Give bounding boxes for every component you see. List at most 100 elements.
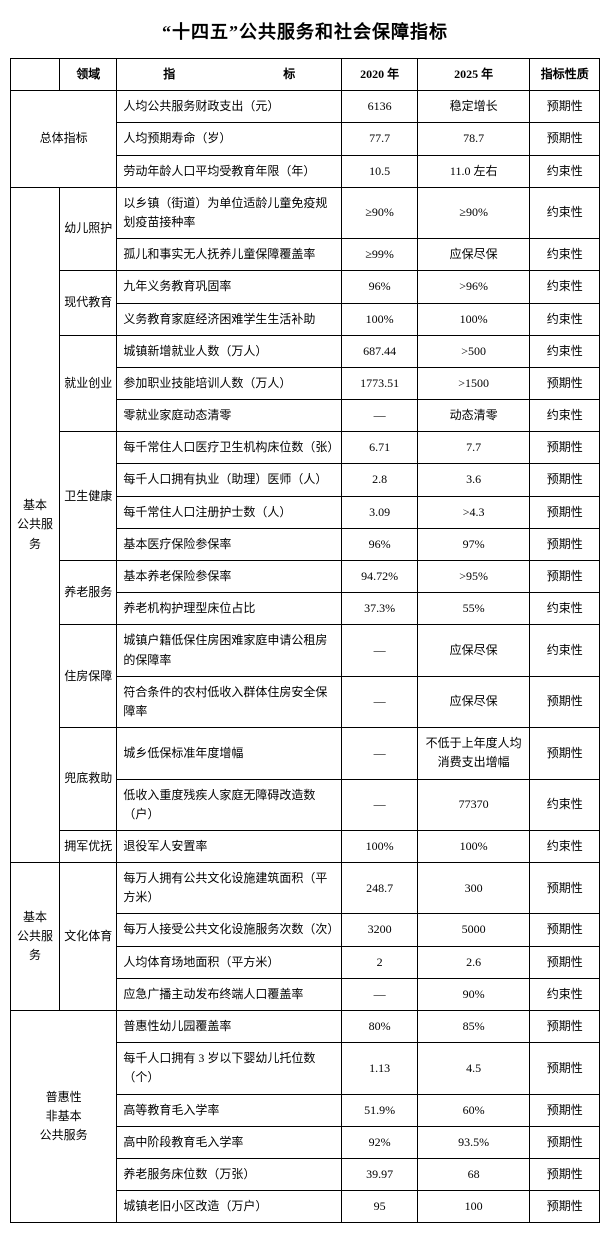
val-nature: 预期性 xyxy=(530,91,600,123)
val-2020: 2.8 xyxy=(342,464,418,496)
val-2025: >1500 xyxy=(417,367,529,399)
cat-basic-2: 基本 公共服务 xyxy=(11,863,60,1011)
val-2025: 应保尽保 xyxy=(417,676,529,727)
val-2020: 96% xyxy=(342,271,418,303)
val-2020: 3200 xyxy=(342,914,418,946)
val-nature: 预期性 xyxy=(530,123,600,155)
val-2025: 应保尽保 xyxy=(417,239,529,271)
indicator-label: 义务教育家庭经济困难学生生活补助 xyxy=(117,303,342,335)
val-2025: 85% xyxy=(417,1011,529,1043)
cat-basic: 基本 公共服务 xyxy=(11,187,60,862)
indicator-label: 每千常住人口注册护士数（人） xyxy=(117,496,342,528)
val-nature: 预期性 xyxy=(530,561,600,593)
indicator-label: 每万人拥有公共文化设施建筑面积（平方米） xyxy=(117,863,342,914)
table-row: 基本 公共服务 文化体育 每万人拥有公共文化设施建筑面积（平方米） 248.7 … xyxy=(11,863,600,914)
val-2025: 应保尽保 xyxy=(417,625,529,676)
val-nature: 预期性 xyxy=(530,863,600,914)
table-row: 兜底救助 城乡低保标准年度增幅 — 不低于上年度人均消费支出增幅 预期性 xyxy=(11,728,600,779)
indicator-label: 城镇老旧小区改造（万户） xyxy=(117,1191,342,1223)
val-2020: ≥90% xyxy=(342,187,418,238)
indicator-label: 零就业家庭动态清零 xyxy=(117,400,342,432)
table-row: 住房保障 城镇户籍低保住房困难家庭申请公租房的保障率 — 应保尽保 约束性 xyxy=(11,625,600,676)
val-2025: 60% xyxy=(417,1094,529,1126)
indicator-label: 城乡低保标准年度增幅 xyxy=(117,728,342,779)
indicator-label: 基本养老保险参保率 xyxy=(117,561,342,593)
val-2020: 2 xyxy=(342,946,418,978)
indicator-label: 参加职业技能培训人数（万人） xyxy=(117,367,342,399)
val-2020: 94.72% xyxy=(342,561,418,593)
indicator-label: 养老服务床位数（万张） xyxy=(117,1158,342,1190)
indicator-label: 孤儿和事实无人抚养儿童保障覆盖率 xyxy=(117,239,342,271)
val-nature: 预期性 xyxy=(530,1094,600,1126)
val-nature: 约束性 xyxy=(530,779,600,830)
indicator-label: 城镇新增就业人数（万人） xyxy=(117,335,342,367)
val-2020: 3.09 xyxy=(342,496,418,528)
val-2020: — xyxy=(342,728,418,779)
dom-culture: 文化体育 xyxy=(60,863,117,1011)
val-2025: 55% xyxy=(417,593,529,625)
val-nature: 预期性 xyxy=(530,946,600,978)
indicator-label: 劳动年龄人口平均受教育年限（年） xyxy=(117,155,342,187)
val-2025: 300 xyxy=(417,863,529,914)
val-nature: 约束性 xyxy=(530,303,600,335)
val-nature: 预期性 xyxy=(530,914,600,946)
indicator-label: 每千人口拥有 3 岁以下婴幼儿托位数（个） xyxy=(117,1043,342,1094)
indicator-label: 人均公共服务财政支出（元） xyxy=(117,91,342,123)
val-2020: 6136 xyxy=(342,91,418,123)
indicator-label: 普惠性幼儿园覆盖率 xyxy=(117,1011,342,1043)
val-2025: 77370 xyxy=(417,779,529,830)
val-2020: 80% xyxy=(342,1011,418,1043)
dom-edu: 现代教育 xyxy=(60,271,117,335)
val-2025: >500 xyxy=(417,335,529,367)
dom-poverty: 兜底救助 xyxy=(60,728,117,831)
val-nature: 预期性 xyxy=(530,528,600,560)
indicator-label: 九年义务教育巩固率 xyxy=(117,271,342,303)
val-2025: 2.6 xyxy=(417,946,529,978)
dom-childcare: 幼儿照护 xyxy=(60,187,117,271)
val-2025: 7.7 xyxy=(417,432,529,464)
val-nature: 约束性 xyxy=(530,625,600,676)
val-2020: 687.44 xyxy=(342,335,418,367)
indicator-label: 每千人口拥有执业（助理）医师（人） xyxy=(117,464,342,496)
val-2020: 1773.51 xyxy=(342,367,418,399)
val-nature: 预期性 xyxy=(530,464,600,496)
dom-vet: 拥军优抚 xyxy=(60,830,117,862)
indicator-label: 高中阶段教育毛入学率 xyxy=(117,1126,342,1158)
val-2020: ≥99% xyxy=(342,239,418,271)
header-indicator: 指 标 xyxy=(117,59,342,91)
indicator-label: 人均预期寿命（岁） xyxy=(117,123,342,155)
val-2020: — xyxy=(342,779,418,830)
indicator-label: 基本医疗保险参保率 xyxy=(117,528,342,560)
table-row: 基本 公共服务 幼儿照护 以乡镇（街道）为单位适龄儿童免疫规划疫苗接种率 ≥90… xyxy=(11,187,600,238)
val-2020: — xyxy=(342,676,418,727)
val-2020: — xyxy=(342,625,418,676)
table-row: 普惠性 非基本 公共服务 普惠性幼儿园覆盖率 80% 85% 预期性 xyxy=(11,1011,600,1043)
indicator-label: 养老机构护理型床位占比 xyxy=(117,593,342,625)
val-nature: 预期性 xyxy=(530,432,600,464)
page-title: “十四五”公共服务和社会保障指标 xyxy=(10,18,600,44)
val-2020: 6.71 xyxy=(342,432,418,464)
indicator-label: 以乡镇（街道）为单位适龄儿童免疫规划疫苗接种率 xyxy=(117,187,342,238)
indicator-label: 城镇户籍低保住房困难家庭申请公租房的保障率 xyxy=(117,625,342,676)
table-row: 总体指标 人均公共服务财政支出（元） 6136 稳定增长 预期性 xyxy=(11,91,600,123)
val-2025: ≥90% xyxy=(417,187,529,238)
val-nature: 预期性 xyxy=(530,496,600,528)
val-2025: 稳定增长 xyxy=(417,91,529,123)
cat-inclusive: 普惠性 非基本 公共服务 xyxy=(11,1011,117,1223)
val-2020: — xyxy=(342,978,418,1010)
indicator-label: 退役军人安置率 xyxy=(117,830,342,862)
val-2025: 不低于上年度人均消费支出增幅 xyxy=(417,728,529,779)
val-2025: >96% xyxy=(417,271,529,303)
header-blank xyxy=(11,59,60,91)
val-2020: 37.3% xyxy=(342,593,418,625)
table-row: 卫生健康 每千常住人口医疗卫生机构床位数（张） 6.71 7.7 预期性 xyxy=(11,432,600,464)
val-nature: 约束性 xyxy=(530,830,600,862)
val-2025: 100% xyxy=(417,830,529,862)
val-nature: 约束性 xyxy=(530,239,600,271)
val-nature: 约束性 xyxy=(530,187,600,238)
dom-health: 卫生健康 xyxy=(60,432,117,561)
val-2020: 51.9% xyxy=(342,1094,418,1126)
val-nature: 预期性 xyxy=(530,728,600,779)
val-2025: 90% xyxy=(417,978,529,1010)
table-header-row: 领域 指 标 2020 年 2025 年 指标性质 xyxy=(11,59,600,91)
